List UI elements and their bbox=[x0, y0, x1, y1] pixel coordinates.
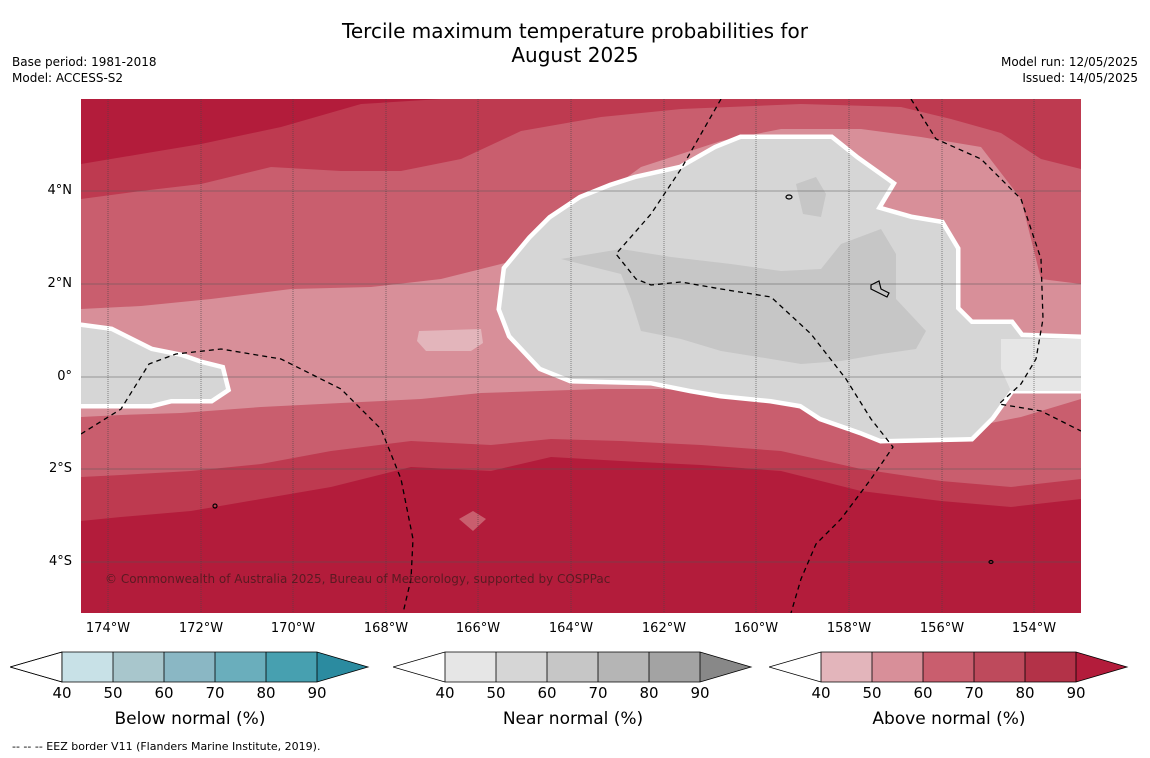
zone-near-50-60-west bbox=[81, 327, 226, 404]
lon-label-170w: 170°W bbox=[270, 621, 316, 636]
probability-map: © Commonwealth of Australia 2025, Bureau… bbox=[81, 99, 1081, 613]
cb-below-tick-50: 50 bbox=[103, 684, 123, 702]
colorbar-above-swatches bbox=[767, 651, 1129, 683]
map-canvas bbox=[81, 99, 1081, 613]
cb-near-tick-50: 50 bbox=[486, 684, 506, 702]
cb-above-seg-5 bbox=[1025, 652, 1076, 682]
colorbar-below bbox=[8, 651, 370, 683]
cb-below-tick-70: 70 bbox=[205, 684, 225, 702]
cb-below-tick-80: 80 bbox=[256, 684, 276, 702]
cb-near-seg-3 bbox=[547, 652, 598, 682]
meridians bbox=[107, 99, 1035, 613]
lon-label-168w: 168°W bbox=[363, 621, 409, 636]
zone-near-60-70-islet bbox=[796, 177, 826, 217]
lat-label-2s: 2°S bbox=[48, 461, 72, 476]
cb-near-seg-4 bbox=[598, 652, 649, 682]
cb-above-tick-60: 60 bbox=[913, 684, 933, 702]
islands bbox=[212, 194, 994, 565]
meta-left: Base period: 1981-2018 Model: ACCESS-S2 bbox=[12, 54, 157, 86]
cb-near-tick-70: 70 bbox=[588, 684, 608, 702]
cb-above-seg-4 bbox=[974, 652, 1025, 682]
lon-label-160w: 160°W bbox=[733, 621, 779, 636]
lon-label-162w: 162°W bbox=[641, 621, 687, 636]
meta-right: Model run: 12/05/2025 Issued: 14/05/2025 bbox=[1001, 54, 1138, 86]
colorbar-near-swatches bbox=[391, 651, 753, 683]
cb-below-seg-2 bbox=[113, 652, 164, 682]
cb-above-seg-6 bbox=[1076, 652, 1127, 682]
cb-below-seg-5 bbox=[266, 652, 317, 682]
eez-borders bbox=[81, 99, 1081, 613]
copyright-notice: © Commonwealth of Australia 2025, Bureau… bbox=[105, 572, 611, 586]
colorbar-below-ticks: 40 50 60 70 80 90 bbox=[10, 684, 370, 702]
map-title: Tercile maximum temperature probabilitie… bbox=[0, 19, 1150, 67]
cb-near-tick-60: 60 bbox=[537, 684, 557, 702]
cb-above-tick-80: 80 bbox=[1015, 684, 1035, 702]
lon-label-154w: 154°W bbox=[1011, 621, 1057, 636]
zone-above-40-50-south bbox=[459, 511, 486, 531]
cb-near-seg-1 bbox=[445, 652, 496, 682]
cb-above-tick-70: 70 bbox=[964, 684, 984, 702]
cb-below-seg-6 bbox=[317, 652, 368, 682]
cb-below-seg-4 bbox=[215, 652, 266, 682]
lon-label-174w: 174°W bbox=[85, 621, 131, 636]
lon-label-156w: 156°W bbox=[919, 621, 965, 636]
cb-below-seg-1 bbox=[62, 652, 113, 682]
lat-label-4s: 4°S bbox=[48, 554, 72, 569]
cb-above-seg-3 bbox=[923, 652, 974, 682]
model-name: Model: ACCESS-S2 bbox=[12, 71, 124, 85]
colorbar-below-label: Below normal (%) bbox=[114, 709, 266, 729]
cb-above-tick-90: 90 bbox=[1066, 684, 1086, 702]
cb-below-seg-3 bbox=[164, 652, 215, 682]
colorbar-near bbox=[391, 651, 753, 683]
cb-near-seg-0 bbox=[393, 652, 445, 682]
lat-label-2n: 2°N bbox=[47, 276, 73, 291]
base-period: Base period: 1981-2018 bbox=[12, 55, 157, 69]
lon-label-158w: 158°W bbox=[826, 621, 872, 636]
cb-below-tick-60: 60 bbox=[154, 684, 174, 702]
cb-near-seg-5 bbox=[649, 652, 700, 682]
lon-label-172w: 172°W bbox=[178, 621, 224, 636]
cb-above-tick-40: 40 bbox=[811, 684, 831, 702]
cb-near-tick-40: 40 bbox=[435, 684, 455, 702]
cb-above-seg-2 bbox=[872, 652, 923, 682]
colorbar-above-label: Above normal (%) bbox=[872, 709, 1026, 729]
cb-below-seg-0 bbox=[8, 651, 63, 683]
title-line-1: Tercile maximum temperature probabilitie… bbox=[342, 19, 808, 43]
cb-near-tick-80: 80 bbox=[639, 684, 659, 702]
cb-below-tick-90: 90 bbox=[307, 684, 327, 702]
title-line-2: August 2025 bbox=[511, 43, 639, 67]
issued-date: Issued: 14/05/2025 bbox=[1022, 71, 1138, 85]
zone-near-40-50-east bbox=[1001, 339, 1081, 391]
cb-below-tick-40: 40 bbox=[52, 684, 72, 702]
graticule bbox=[81, 190, 1081, 563]
lat-label-4n: 4°N bbox=[47, 183, 73, 198]
colorbar-above-ticks: 40 50 60 70 80 90 bbox=[769, 684, 1129, 702]
cb-above-tick-50: 50 bbox=[862, 684, 882, 702]
zone-near-60-70 bbox=[561, 229, 926, 364]
lon-label-166w: 166°W bbox=[455, 621, 501, 636]
cb-above-seg-1 bbox=[821, 652, 872, 682]
cb-above-seg-0 bbox=[769, 652, 821, 682]
model-run: Model run: 12/05/2025 bbox=[1000, 55, 1138, 69]
colorbar-near-label: Near normal (%) bbox=[502, 709, 644, 729]
lat-label-0: 0° bbox=[57, 369, 72, 384]
colorbar-below-swatches bbox=[8, 651, 370, 683]
eez-footnote: -- -- -- EEZ border V11 (Flanders Marine… bbox=[12, 740, 321, 753]
colorbar-above bbox=[767, 651, 1129, 683]
cb-near-seg-2 bbox=[496, 652, 547, 682]
cb-near-seg-6 bbox=[700, 652, 751, 682]
colorbar-near-ticks: 40 50 60 70 80 90 bbox=[393, 684, 753, 702]
cb-near-tick-90: 90 bbox=[690, 684, 710, 702]
lon-label-164w: 164°W bbox=[548, 621, 594, 636]
zone-above-40-50 bbox=[417, 329, 483, 351]
